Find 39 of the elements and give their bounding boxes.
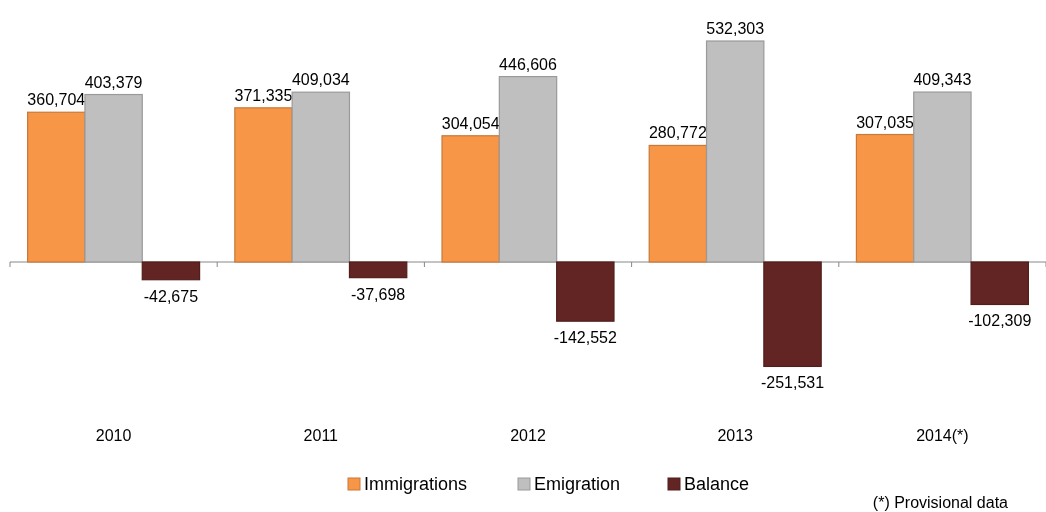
bar — [970, 261, 1029, 306]
legend-label: Immigrations — [364, 474, 468, 494]
bar — [648, 144, 708, 263]
text: (*) Provisional data — [872, 494, 1009, 511]
data-label: -42,675 — [143, 287, 199, 305]
data-label: -37,698 — [350, 285, 406, 303]
bar — [855, 133, 915, 263]
bar — [141, 261, 201, 281]
data-label: 446,606 — [499, 55, 558, 73]
data-label: 409,343 — [913, 71, 972, 89]
legend-label: Balance — [684, 474, 750, 494]
data-label: 280,772 — [648, 124, 707, 142]
x-tick-label: 2010 — [95, 427, 132, 444]
data-label: 307,035 — [856, 113, 915, 131]
data-label: 371,335 — [234, 86, 293, 104]
bar — [556, 261, 615, 322]
x-tick-label: 2011 — [303, 427, 339, 444]
x-tick-label: 2013 — [717, 427, 754, 444]
bar — [913, 91, 972, 263]
data-label: -102,309 — [968, 312, 1032, 330]
bar — [84, 93, 143, 263]
bar — [441, 135, 500, 263]
bar — [348, 261, 408, 279]
bar — [705, 40, 765, 263]
data-label: -142,552 — [553, 329, 618, 347]
data-label: 304,054 — [441, 114, 500, 132]
bar — [763, 261, 822, 368]
data-label: 360,704 — [27, 91, 86, 109]
bar — [234, 107, 293, 263]
data-label: 532,303 — [706, 20, 765, 37]
legend-label: Emigration — [534, 474, 621, 494]
x-tick-label: 2012 — [510, 427, 546, 444]
bar — [291, 91, 351, 263]
data-label: -251,531 — [760, 374, 825, 392]
data-label: 403,379 — [84, 73, 143, 91]
bar — [498, 75, 558, 263]
bar — [27, 111, 86, 263]
x-tick-label: 2014(*) — [916, 427, 969, 444]
data-label: 409,034 — [291, 71, 350, 89]
